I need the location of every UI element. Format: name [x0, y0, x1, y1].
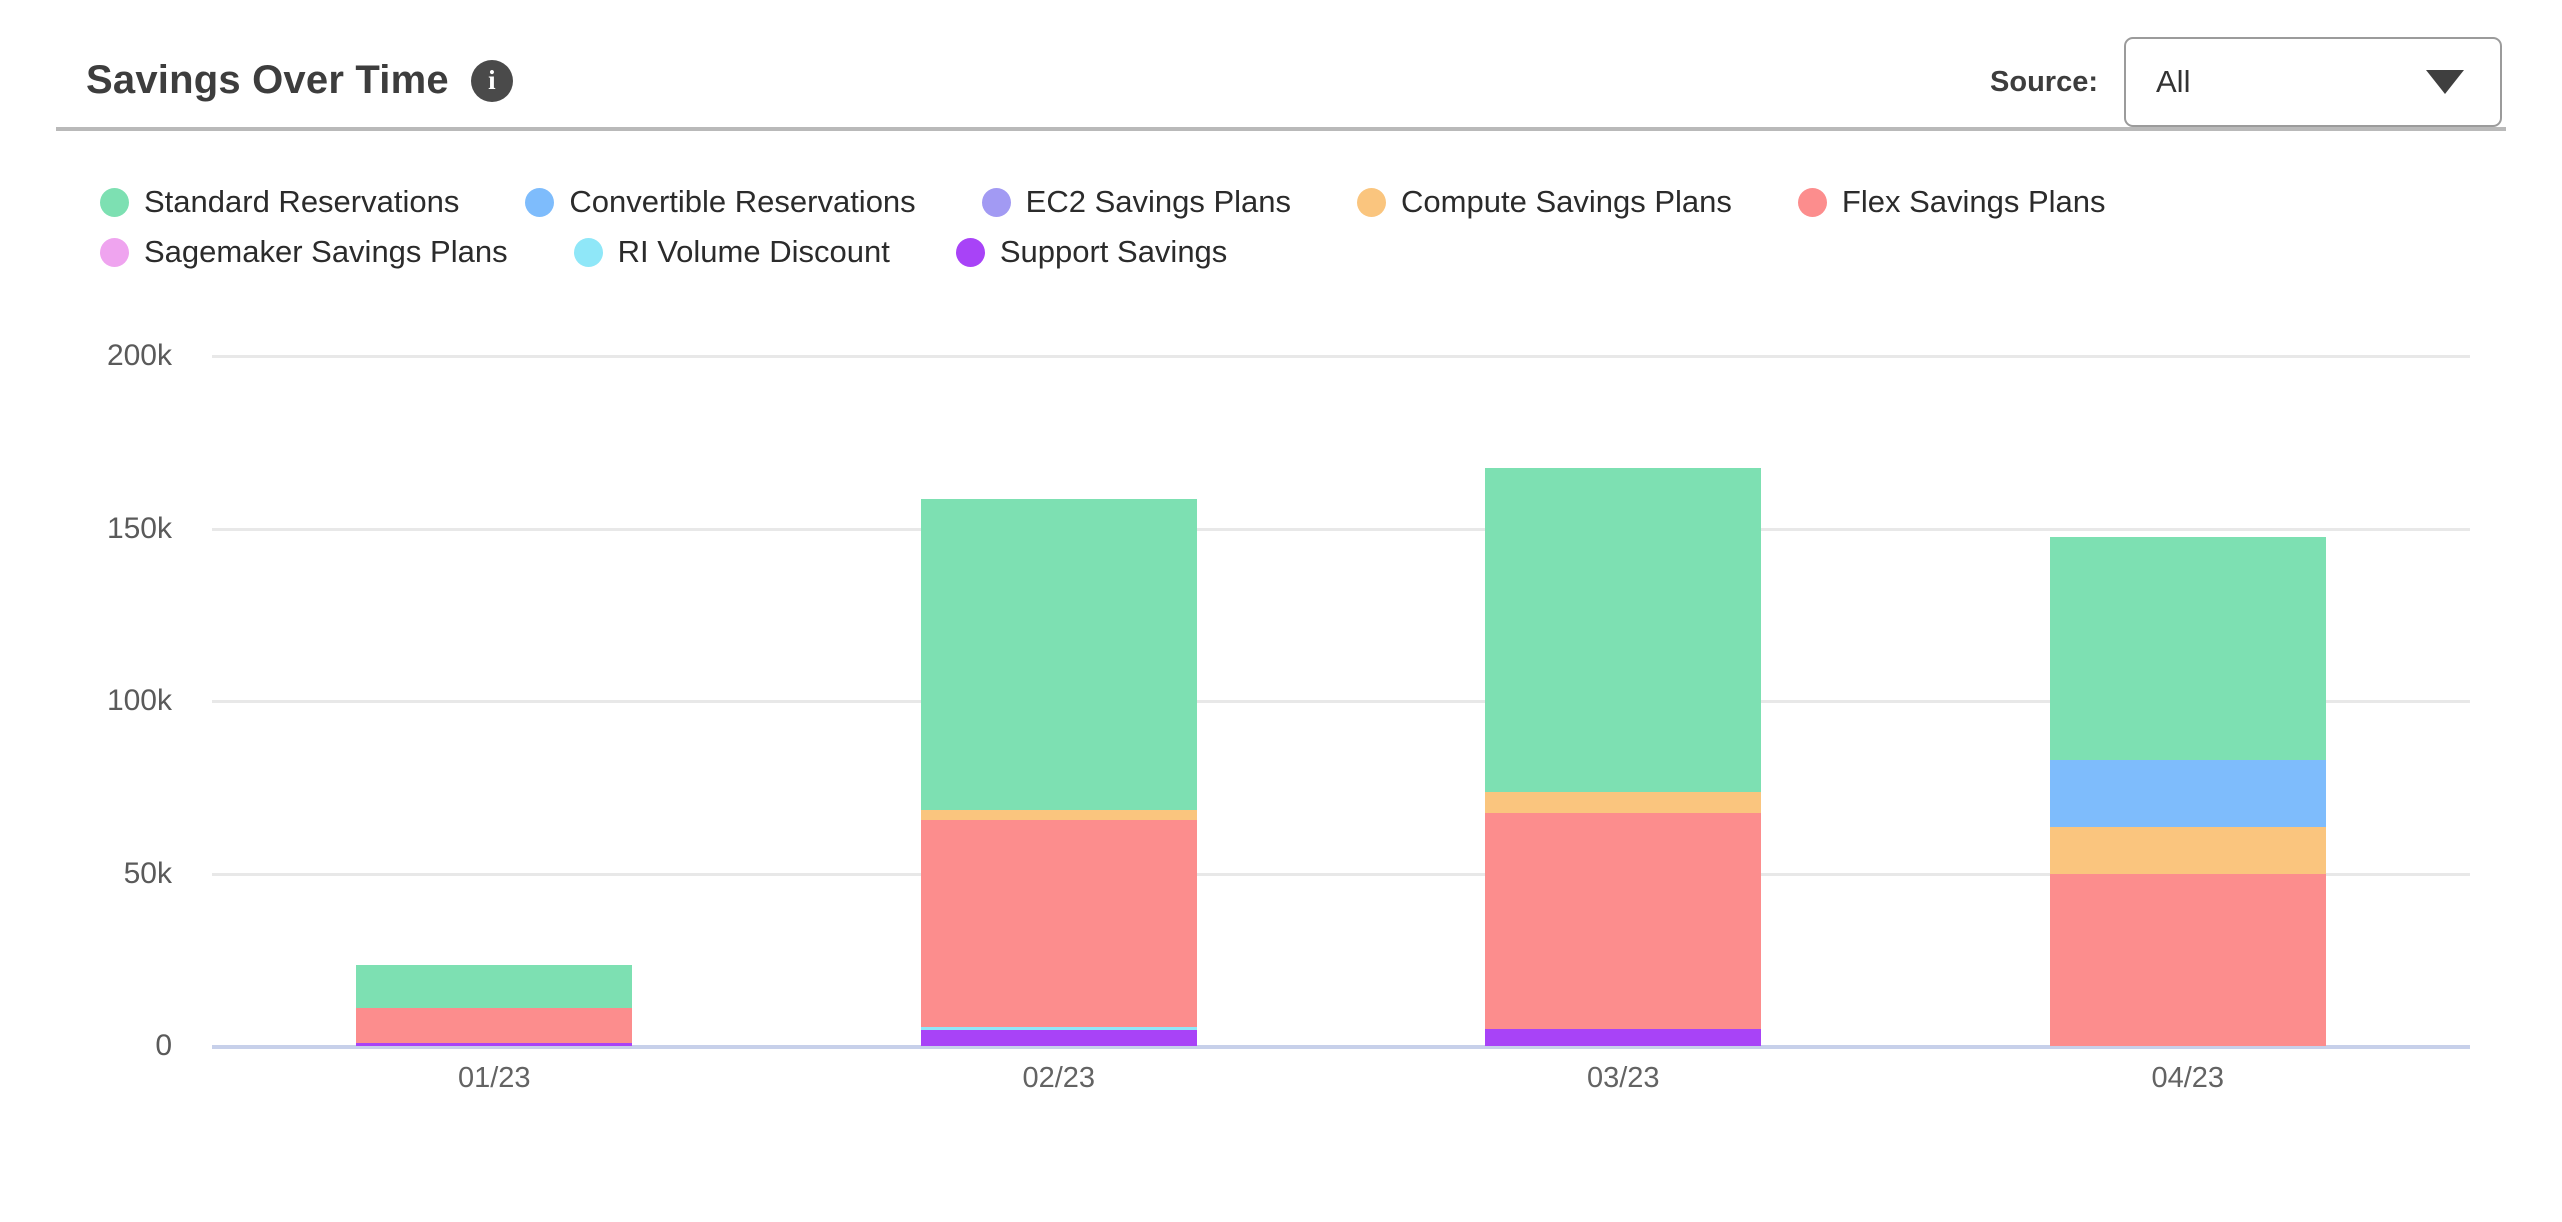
bar-segment-04/23-flex-savings-plans[interactable] — [2049, 873, 2326, 1046]
bar-segment-04/23-standard-reservations[interactable] — [2049, 537, 2326, 760]
y-tick-label: 200k — [106, 339, 172, 372]
legend-item-flex-savings-plans[interactable]: Flex Savings Plans — [1797, 184, 2106, 220]
legend-item-convertible-reservations[interactable]: Convertible Reservations — [525, 184, 916, 220]
bar-segment-04/23-compute-savings-plans[interactable] — [2049, 826, 2326, 874]
legend-label: Sagemaker Savings Plans — [144, 234, 508, 269]
bar-segment-01/23-flex-savings-plans[interactable] — [356, 1008, 633, 1043]
chart-plot: 200k 150k 100k 50k 0 01/23 02/23 03/23 04/23 — [0, 330, 2562, 1130]
x-tick-label: 01/23 — [457, 1062, 531, 1094]
gridline-150k — [212, 527, 2470, 531]
legend-label: Flex Savings Plans — [1841, 184, 2106, 219]
legend-label: Support Savings — [999, 234, 1228, 269]
legend-label: RI Volume Discount — [617, 234, 890, 269]
legend-item-support-savings[interactable]: Support Savings — [955, 234, 1228, 270]
legend-dot-icon — [1797, 187, 1827, 217]
chevron-down-icon — [2426, 70, 2464, 94]
legend-label: Standard Reservations — [144, 184, 460, 219]
legend-dot-icon — [955, 237, 985, 267]
legend-item-ri-volume-discount[interactable]: RI Volume Discount — [573, 234, 890, 270]
bar-segment-03/23-standard-reservations[interactable] — [1485, 468, 1762, 793]
source-label: Source: — [1990, 65, 2098, 98]
x-axis-line — [212, 1045, 2470, 1049]
legend-dot-icon — [981, 187, 1011, 217]
x-tick-label: 04/23 — [2151, 1062, 2225, 1094]
x-tick-label: 02/23 — [1022, 1062, 1096, 1094]
y-tick-label: 0 — [155, 1029, 172, 1062]
legend-label: EC2 Savings Plans — [1025, 184, 1292, 219]
bar-segment-03/23-compute-savings-plans[interactable] — [1485, 792, 1762, 814]
source-dropdown[interactable]: All — [2124, 37, 2502, 127]
bar-segment-02/23-standard-reservations[interactable] — [920, 499, 1197, 810]
legend-item-sagemaker-savings-plans[interactable]: Sagemaker Savings Plans — [100, 234, 508, 270]
bar-segment-02/23-flex-savings-plans[interactable] — [920, 820, 1197, 1028]
legend-item-standard-reservations[interactable]: Standard Reservations — [100, 184, 459, 220]
bar-segment-02/23-compute-savings-plans[interactable] — [920, 809, 1197, 821]
bar-01/23 — [356, 964, 633, 1046]
legend-dot-icon — [525, 187, 555, 217]
gridline-100k — [212, 700, 2470, 703]
page-title: Savings Over Time — [86, 58, 449, 102]
bar-04/23 — [2049, 537, 2326, 1046]
y-tick-label: 100k — [106, 684, 172, 717]
bar-02/23 — [920, 499, 1197, 1046]
x-tick-label: 03/23 — [1586, 1062, 1660, 1094]
bar-segment-03/23-flex-savings-plans[interactable] — [1485, 813, 1762, 1029]
bar-segment-02/23-support-savings[interactable] — [920, 1030, 1197, 1046]
gridline-200k — [212, 355, 2470, 358]
legend-item-ec2-savings-plans[interactable]: EC2 Savings Plans — [981, 184, 1292, 220]
y-tick-label: 50k — [123, 856, 172, 890]
header-divider — [56, 127, 2506, 131]
y-tick-label: 150k — [106, 511, 172, 545]
source-dropdown-value: All — [2156, 64, 2191, 99]
legend-label: Convertible Reservations — [569, 184, 916, 219]
bar-segment-01/23-standard-reservations[interactable] — [356, 964, 633, 1009]
bar-segment-04/23-convertible-reservations[interactable] — [2049, 759, 2326, 827]
bar-segment-03/23-support-savings[interactable] — [1485, 1028, 1762, 1046]
chart-legend: Standard Reservations Convertible Reserva… — [100, 177, 2502, 277]
legend-dot-icon — [100, 237, 129, 267]
bar-segment-01/23-support-savings[interactable] — [356, 1042, 633, 1046]
legend-dot-icon — [1357, 187, 1387, 217]
legend-item-compute-savings-plans[interactable]: Compute Savings Plans — [1357, 184, 1732, 220]
chart-header: Savings Over Time i Source: All — [0, 0, 2562, 131]
legend-row: Sagemaker Savings Plans RI Volume Discoun… — [100, 227, 2502, 277]
info-icon[interactable]: i — [470, 59, 513, 102]
gridline-50k — [212, 872, 2470, 876]
bar-segment-02/23-ri-volume-discount[interactable] — [920, 1027, 1197, 1031]
legend-row: Standard Reservations Convertible Reserva… — [100, 177, 2502, 227]
legend-dot-icon — [100, 187, 129, 217]
legend-dot-icon — [573, 237, 603, 267]
bar-03/23 — [1485, 468, 1762, 1046]
legend-label: Compute Savings Plans — [1401, 184, 1732, 219]
